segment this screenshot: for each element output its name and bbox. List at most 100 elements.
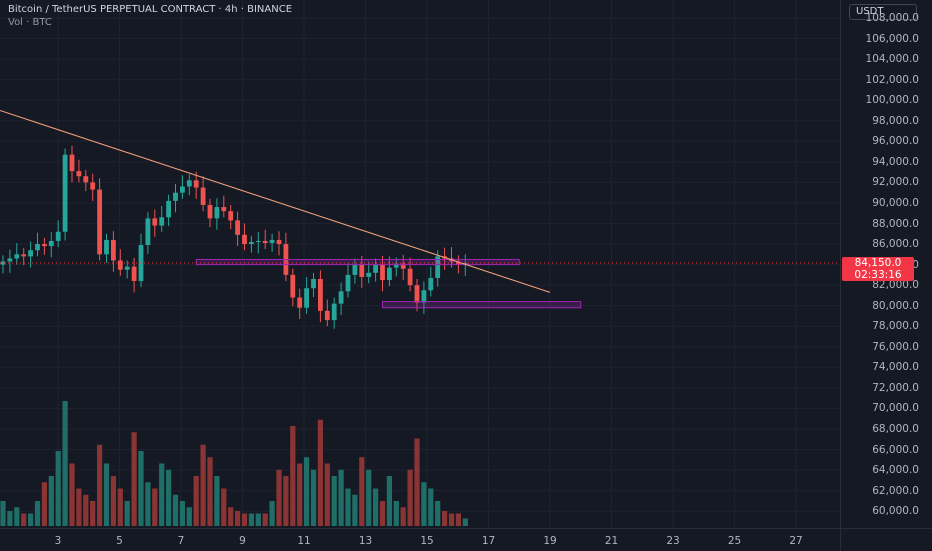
volume-bar: [76, 488, 82, 526]
time-tick-label: 25: [727, 535, 742, 547]
price-tick-label: 102,000.0: [865, 73, 919, 86]
candle-body: [166, 200, 171, 218]
candle-body: [83, 176, 89, 183]
candle-body: [304, 288, 309, 308]
candle-body: [214, 207, 220, 219]
volume-bar: [28, 513, 34, 526]
chart-canvas[interactable]: Bitcoin / TetherUS PERPETUAL CONTRACT · …: [0, 0, 840, 528]
price-tick-label: 78,000.0: [872, 320, 919, 333]
volume-bar: [62, 401, 68, 526]
candle-body: [456, 261, 461, 265]
price-tick-label: 100,000.0: [865, 94, 919, 107]
time-tick-label: 3: [54, 535, 62, 547]
candle-body: [159, 217, 165, 226]
volume-bar: [145, 482, 151, 526]
volume-bar: [386, 476, 392, 526]
candle-body: [207, 205, 213, 219]
candle-body: [200, 187, 206, 206]
volume-bar: [7, 511, 13, 526]
volume-bar: [442, 511, 448, 526]
axis-corner: [840, 528, 932, 551]
price-tick-label: 88,000.0: [872, 217, 919, 230]
time-tick-label: 7: [177, 535, 185, 547]
volume-bar: [421, 482, 427, 526]
volume-bar: [172, 494, 179, 526]
candlestick-chart[interactable]: [0, 0, 840, 528]
volume-bar: [373, 488, 379, 526]
volume-bar: [152, 488, 158, 526]
volume-bar: [317, 419, 323, 526]
time-tick-label: 9: [239, 535, 246, 547]
volume-bar: [214, 476, 220, 526]
volume-legend[interactable]: Vol · BTC: [8, 17, 52, 28]
volume-bar: [241, 513, 248, 526]
candle-body: [311, 278, 316, 289]
candle-body: [35, 244, 40, 251]
candle-body: [242, 234, 247, 245]
candle-body: [0, 261, 6, 265]
price-tick-label: 70,000.0: [872, 402, 919, 415]
price-tick-label: 64,000.0: [872, 464, 919, 477]
candle-body: [338, 291, 344, 304]
volume-bar: [331, 476, 337, 526]
volume-bar: [290, 426, 296, 526]
price-tick-label: 94,000.0: [872, 155, 919, 168]
volume-bar: [407, 469, 413, 526]
volume-bar: [228, 507, 234, 526]
volume-bar: [379, 501, 386, 526]
currency-unit-button[interactable]: USDT: [849, 4, 917, 20]
trendline: [0, 109, 551, 293]
time-tick-label: 15: [420, 535, 434, 547]
candle-body: [380, 264, 385, 281]
price-tick-label: 80,000.0: [872, 299, 919, 312]
volume-bar: [159, 463, 165, 526]
candle-body: [428, 277, 434, 291]
candle-body: [318, 278, 323, 311]
volume-bar: [428, 488, 434, 526]
candle-body: [269, 239, 275, 244]
candle-body: [152, 218, 158, 226]
candle-body: [262, 240, 268, 244]
candle-body: [228, 211, 234, 221]
volume-bar: [310, 469, 317, 526]
price-tick-label: 72,000.0: [872, 381, 919, 394]
volume-bar: [435, 501, 441, 526]
candle-body: [76, 171, 82, 177]
volume-bar: [400, 507, 406, 526]
volume-bar: [269, 501, 275, 526]
volume-bar: [131, 432, 137, 526]
volume-bar: [69, 463, 75, 526]
symbol-title[interactable]: Bitcoin / TetherUS PERPETUAL CONTRACT · …: [8, 4, 293, 15]
time-axis[interactable]: 3 5 7 9 11 13 15 17 19 21 23 25 27: [0, 528, 840, 551]
candle-body: [359, 264, 365, 277]
candle-body: [400, 263, 406, 269]
volume-bar: [103, 463, 110, 526]
volume-bar: [455, 513, 461, 526]
volume-bar: [14, 507, 20, 526]
volume-bar: [304, 457, 310, 526]
candle-body: [69, 154, 75, 172]
candle-body: [366, 272, 372, 277]
volume-bar: [366, 469, 372, 526]
volume-bar: [110, 476, 116, 526]
candle-body: [48, 240, 54, 247]
volume-bar: [138, 451, 144, 526]
time-tick-label: 21: [604, 535, 619, 547]
volume-bar: [248, 513, 254, 526]
candle-body: [193, 180, 199, 188]
volume-bar: [359, 457, 365, 526]
candle-body: [131, 266, 137, 282]
time-tick-label: 11: [297, 535, 311, 547]
volume-bar: [338, 469, 344, 526]
time-tick-label: 17: [481, 535, 496, 547]
volume-bar: [393, 501, 399, 526]
candle-body: [255, 240, 261, 242]
candle-body: [111, 239, 116, 261]
volume-bar: [297, 463, 303, 526]
volume-bar: [179, 501, 185, 526]
volume-bar: [21, 513, 27, 526]
price-tick-label: 92,000.0: [872, 176, 919, 189]
candle-body: [7, 258, 13, 262]
volume-bar: [262, 513, 268, 526]
volume-bar: [283, 476, 289, 526]
